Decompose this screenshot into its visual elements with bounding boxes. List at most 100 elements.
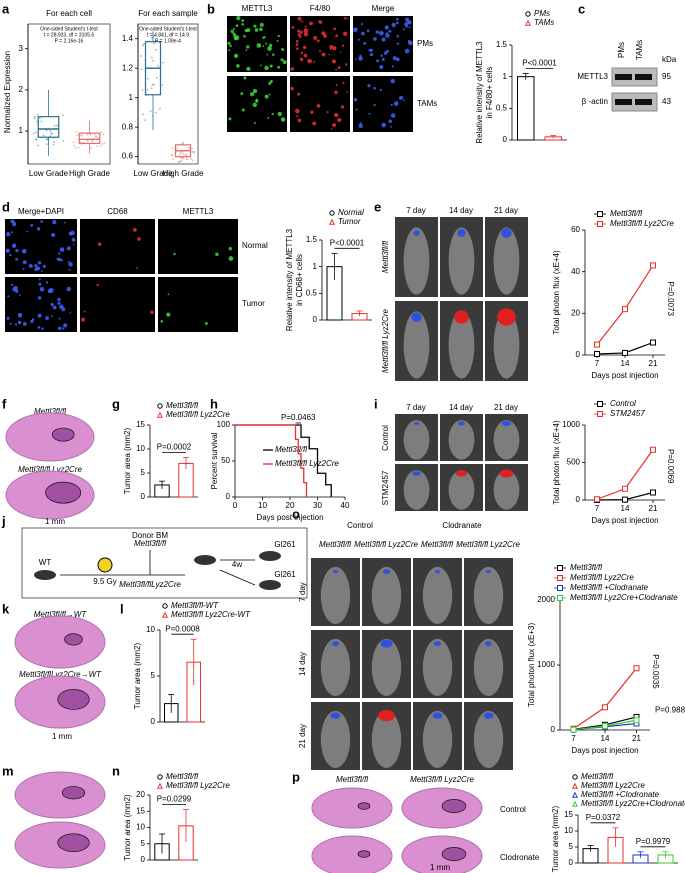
cell-signal: [256, 43, 262, 48]
cell-signal: [404, 48, 410, 54]
cell-signal: [276, 40, 279, 42]
cell-signal: [379, 65, 384, 70]
legend-entry: Mettl3fl/fl Lyz2Cre: [581, 781, 645, 790]
panel-label: m: [2, 763, 14, 778]
legend-marker: [161, 611, 169, 618]
cell-signal: [228, 247, 233, 251]
y-tick-label: 5: [141, 839, 146, 848]
cell-signal: [381, 37, 386, 42]
cell-signal: [403, 99, 406, 102]
cell-signal: [267, 116, 270, 119]
signal: [454, 310, 469, 324]
cell-signal: [343, 16, 347, 20]
cell-signal: [300, 20, 303, 23]
jitter: [152, 59, 154, 62]
x-axis-label: Days post injection: [256, 513, 323, 522]
jitter: [172, 158, 174, 161]
cell-signal: [22, 260, 27, 265]
cell-signal: [37, 296, 42, 300]
cell-signal: [5, 248, 10, 253]
point: [650, 446, 656, 453]
cell-signal: [295, 108, 300, 114]
x-tick-label: 14: [621, 359, 630, 368]
cell-signal: [59, 247, 65, 252]
mouse: [320, 710, 351, 768]
jitter: [74, 147, 77, 149]
micrograph: [80, 219, 155, 274]
jitter: [141, 44, 144, 47]
cell-signal: [228, 117, 232, 121]
micrograph: [227, 76, 287, 132]
schematic-text: WT: [39, 558, 52, 567]
cell-signal: [334, 90, 338, 95]
cell-signal: [379, 30, 384, 36]
jitter: [77, 146, 80, 149]
y-tick-label: 1: [313, 262, 318, 271]
cell-signal: [37, 313, 42, 318]
cell-signal: [57, 297, 61, 302]
jitter: [96, 136, 99, 139]
cell-signal: [390, 113, 396, 118]
jitter: [155, 48, 158, 51]
row-label: Mettl3fl/fl→WT: [34, 610, 88, 619]
legend-marker: [328, 218, 336, 225]
mouse: [448, 470, 475, 510]
cell-signal: [280, 117, 286, 122]
mouse: [493, 227, 520, 295]
y-tick-label: 10: [136, 823, 145, 832]
p-value: P=0.0463: [281, 413, 316, 422]
cell-signal: [295, 47, 299, 50]
cell-signal: [299, 35, 302, 38]
y-axis-label: Tumor area (mm2): [133, 642, 142, 709]
x-tick-label: 0: [233, 501, 238, 510]
signal: [483, 712, 494, 719]
cell-signal: [229, 44, 232, 48]
legend-entry: Control: [610, 399, 636, 408]
y-tick-label: 60: [571, 225, 580, 234]
lane-label: TAMs: [635, 40, 644, 60]
jitter: [62, 139, 65, 142]
p-value: P<0.0001: [522, 59, 557, 68]
cell-signal: [385, 32, 388, 35]
cell-signal: [407, 40, 413, 46]
jitter: [46, 138, 49, 141]
cell-signal: [26, 230, 28, 233]
cell-signal: [297, 29, 301, 33]
jitter: [152, 83, 155, 86]
cell-signal: [241, 19, 245, 23]
cell-signal: [290, 86, 294, 91]
tumor-outline: [57, 689, 90, 710]
x-tick-label: 7: [571, 734, 576, 743]
column-header: Merge: [372, 4, 395, 13]
cell-signal: [312, 121, 317, 126]
jitter: [99, 145, 102, 147]
cell-signal: [332, 59, 337, 64]
mouse: [493, 311, 520, 379]
jitter: [191, 150, 194, 153]
cell-signal: [373, 103, 376, 107]
cell-signal: [404, 22, 409, 27]
cell-signal: [10, 231, 13, 234]
plot-title: For each cell: [46, 9, 92, 18]
cell-signal: [342, 81, 345, 85]
tumor-outline: [51, 427, 75, 442]
jitter: [142, 42, 145, 45]
column-header: 21 day: [494, 206, 518, 215]
y-axis-label: Total photon flux (xE+4): [552, 420, 561, 505]
signal: [333, 569, 338, 574]
jitter: [186, 158, 189, 161]
signal: [433, 641, 442, 647]
signal: [484, 641, 493, 647]
legend-entry: PMs: [534, 9, 550, 18]
cell-signal: [357, 38, 360, 41]
cell-signal: [269, 64, 273, 68]
y-tick-label: 20: [571, 308, 580, 317]
cell-signal: [236, 16, 241, 21]
cell-signal: [81, 317, 86, 322]
panel-label: n: [112, 763, 120, 778]
legend-entry: Mettl3fl/fl: [610, 209, 642, 218]
mouse: [422, 710, 453, 768]
cell-signal: [332, 123, 337, 128]
cell-signal: [297, 16, 302, 21]
cell-signal: [309, 21, 313, 26]
